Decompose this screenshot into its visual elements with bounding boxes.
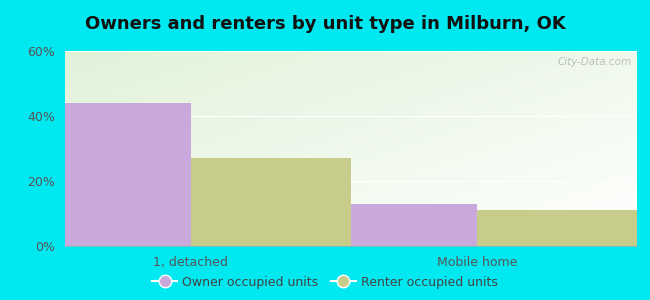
Bar: [317, 204, 477, 246]
Legend: Owner occupied units, Renter occupied units: Owner occupied units, Renter occupied un…: [148, 271, 502, 294]
Text: City-Data.com: City-Data.com: [557, 57, 631, 67]
Bar: [31, 103, 191, 246]
Bar: [477, 210, 637, 246]
Bar: [191, 158, 351, 246]
Text: Owners and renters by unit type in Milburn, OK: Owners and renters by unit type in Milbu…: [84, 15, 566, 33]
